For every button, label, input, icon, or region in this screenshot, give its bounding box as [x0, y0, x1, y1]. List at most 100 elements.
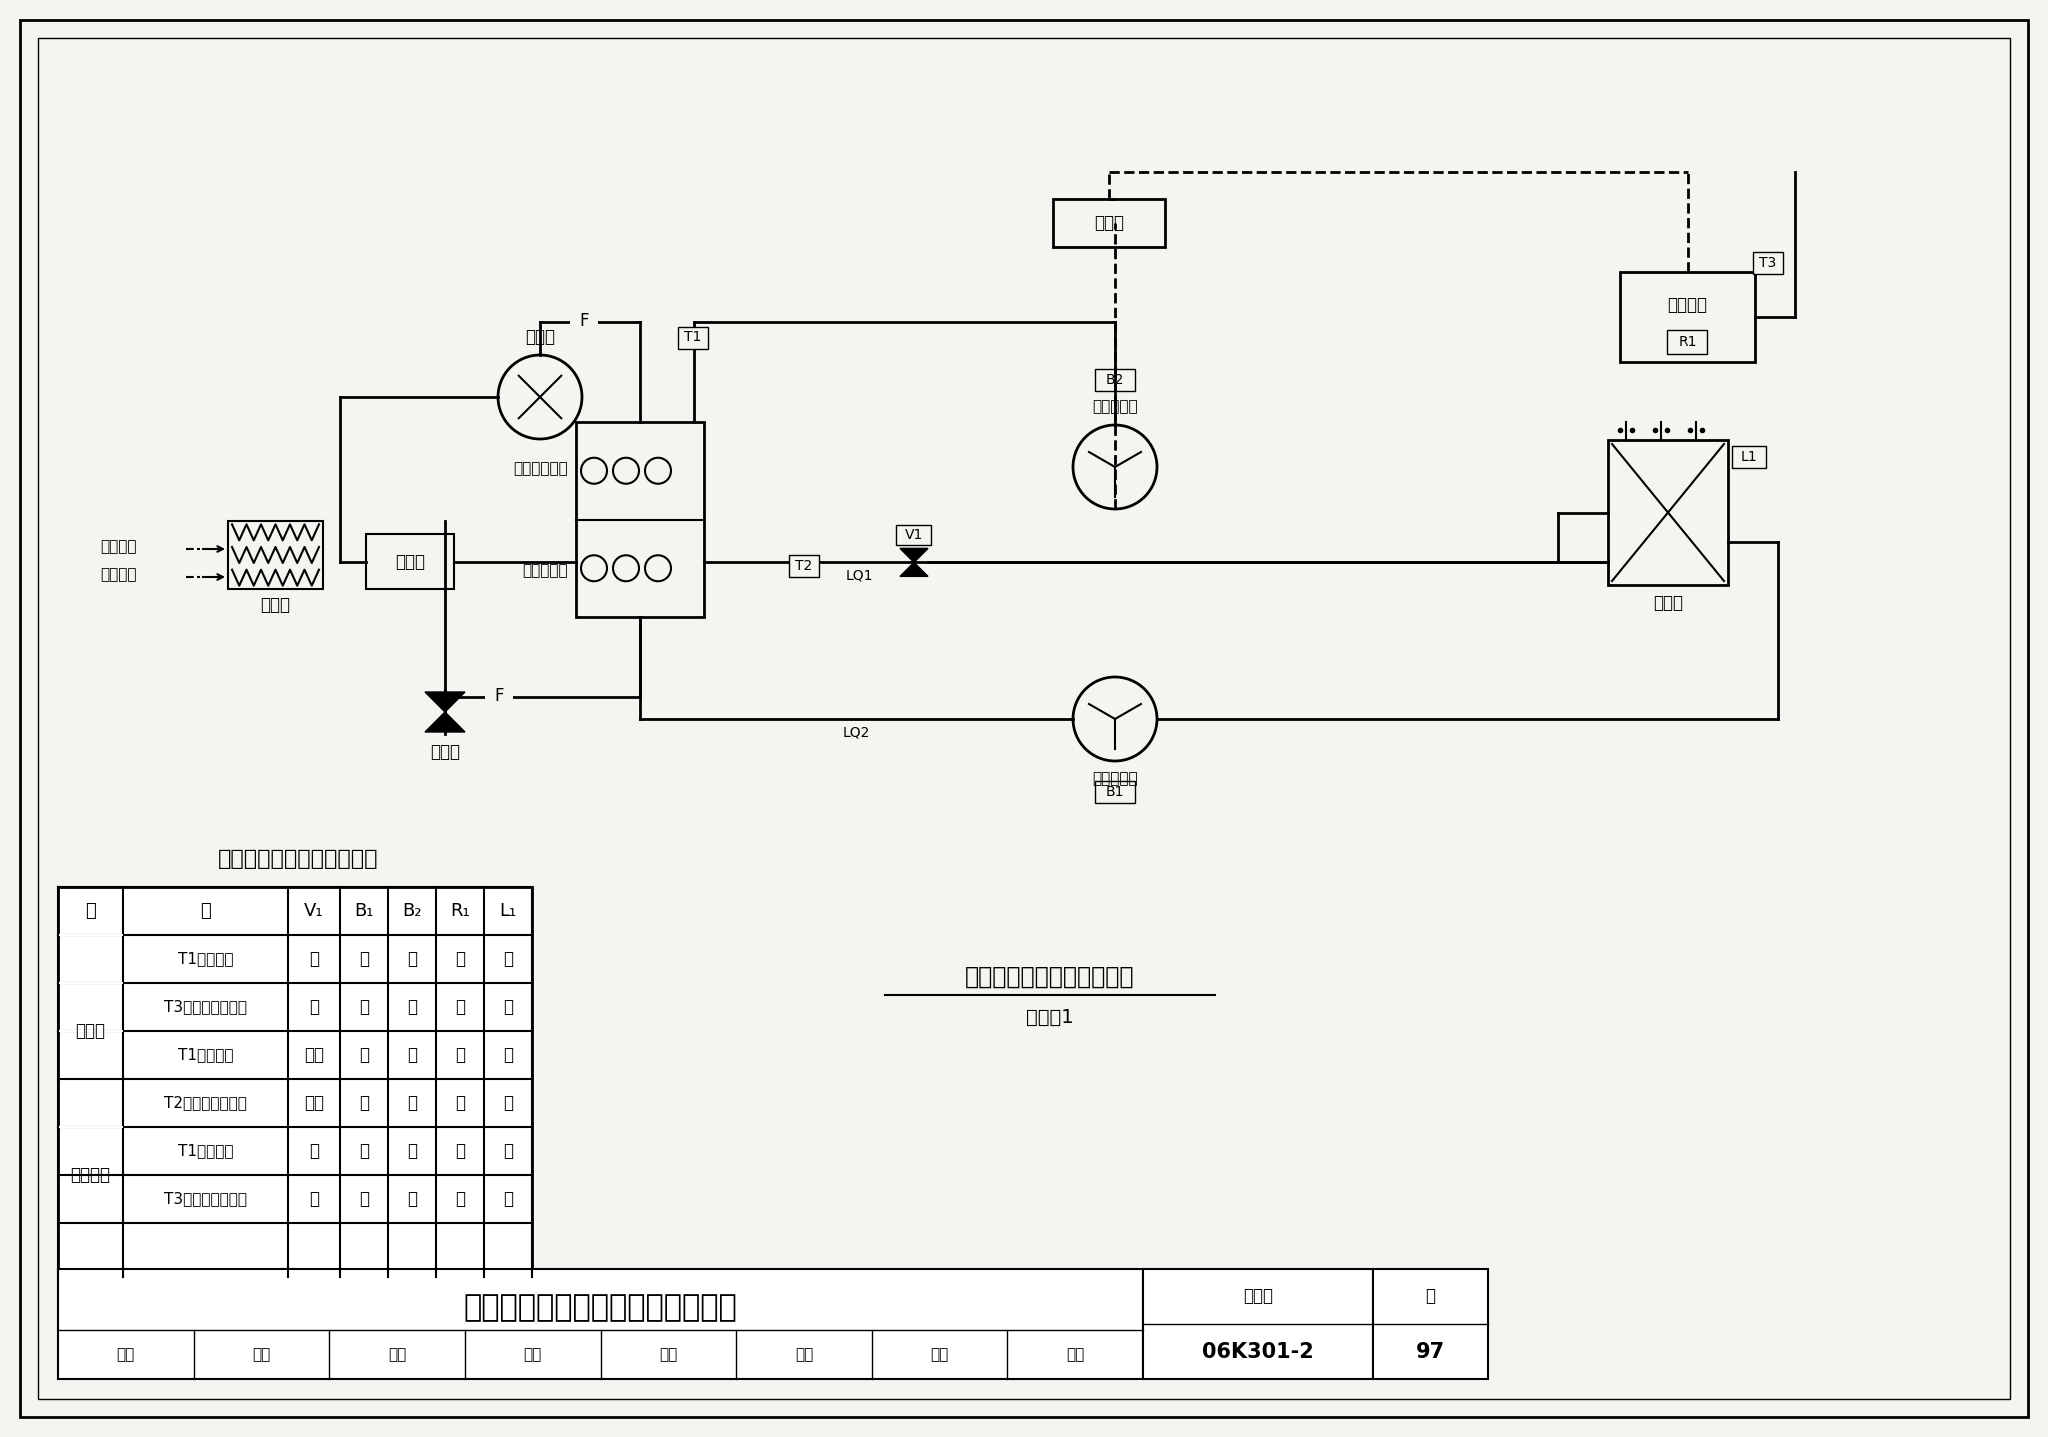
Text: 非制冷期: 非制冷期 [70, 1165, 111, 1184]
Text: 装置－1: 装置－1 [1026, 1007, 1073, 1026]
Polygon shape [426, 693, 465, 711]
Text: 膨胀阀: 膨胀阀 [430, 743, 461, 762]
Polygon shape [899, 562, 928, 576]
Text: 辅助热源: 辅助热源 [1667, 296, 1708, 315]
Text: F: F [494, 687, 504, 706]
Text: 开: 开 [408, 1142, 418, 1160]
Text: 各工况下阀门及设备状态表: 各工况下阀门及设备状态表 [217, 849, 379, 869]
Bar [834, 721, 879, 741]
Bar [1620, 272, 1755, 362]
Text: 标准冷凝器: 标准冷凝器 [522, 563, 567, 578]
Bar [59, 1127, 123, 1128]
Text: 冷却循环泵: 冷却循环泵 [1092, 772, 1139, 786]
Circle shape [582, 458, 606, 484]
Text: 关: 关 [504, 950, 512, 969]
Text: 关: 关 [309, 999, 319, 1016]
Text: 调节: 调节 [303, 1046, 324, 1063]
Circle shape [612, 458, 639, 484]
Text: T3－温度低于某值: T3－温度低于某值 [164, 1000, 248, 1015]
Text: B₁: B₁ [354, 902, 373, 920]
Text: 开: 开 [408, 1046, 418, 1063]
Text: 空调供暖全冷凝热回收装置: 空调供暖全冷凝热回收装置 [965, 966, 1135, 989]
Text: 开: 开 [408, 999, 418, 1016]
Text: 关: 关 [309, 1142, 319, 1160]
Text: T1－温度低: T1－温度低 [178, 1144, 233, 1158]
Text: T1－温度高: T1－温度高 [178, 1048, 233, 1062]
Bar [57, 887, 532, 1277]
Text: －: － [408, 1094, 418, 1112]
Circle shape [645, 458, 672, 484]
Bar [1753, 251, 1784, 274]
Bar [1667, 331, 1706, 354]
Text: 供热循环泵: 供热循环泵 [1092, 399, 1139, 414]
Text: 停: 停 [358, 999, 369, 1016]
Text: 冷水回水: 冷水回水 [100, 539, 137, 555]
Text: 冷却塔: 冷却塔 [1653, 593, 1683, 612]
Polygon shape [899, 549, 928, 562]
Text: 关: 关 [309, 1190, 319, 1209]
Text: 关: 关 [504, 1142, 512, 1160]
Text: 开: 开 [455, 999, 465, 1016]
Text: LQ1: LQ1 [846, 569, 872, 582]
Circle shape [1073, 677, 1157, 762]
Text: 旁通: 旁通 [303, 1094, 324, 1112]
Bar [59, 1030, 123, 1032]
Bar [1372, 1269, 1489, 1380]
Text: R1: R1 [1677, 335, 1696, 349]
Text: T1: T1 [684, 331, 702, 343]
Text: 季传: 季传 [252, 1346, 270, 1362]
Circle shape [498, 355, 582, 438]
Bar [59, 934, 123, 935]
Text: T2－温度低于某值: T2－温度低于某值 [164, 1095, 248, 1111]
Text: L1: L1 [1741, 450, 1757, 464]
Text: 06K301-2: 06K301-2 [1202, 1342, 1315, 1361]
Bar [1053, 198, 1165, 247]
Text: 关: 关 [455, 1046, 465, 1063]
Bar [838, 565, 881, 585]
Bar [788, 555, 819, 578]
Text: T2: T2 [795, 559, 813, 573]
Bar [59, 981, 123, 984]
Text: V1: V1 [905, 529, 924, 542]
Text: F: F [580, 312, 588, 331]
Text: 停: 停 [358, 950, 369, 969]
Text: 开: 开 [408, 950, 418, 969]
Text: 热回收冷凝器: 热回收冷凝器 [514, 461, 567, 476]
Text: L₁: L₁ [500, 902, 516, 920]
Text: 关: 关 [309, 950, 319, 969]
Text: R₁: R₁ [451, 902, 469, 920]
Text: 闻文: 闻文 [1067, 1346, 1083, 1362]
Bar [1096, 369, 1135, 391]
Bar [367, 535, 455, 589]
Text: B1: B1 [1106, 785, 1124, 799]
Bar [678, 328, 709, 349]
Circle shape [1073, 425, 1157, 509]
Text: T3－温度低于某值: T3－温度低于某值 [164, 1191, 248, 1207]
Circle shape [612, 555, 639, 581]
Text: 开: 开 [358, 1046, 369, 1063]
Text: 开: 开 [358, 1094, 369, 1112]
Text: 开: 开 [504, 1046, 512, 1063]
Text: 停: 停 [358, 1142, 369, 1160]
Circle shape [645, 555, 672, 581]
Text: LQ2: LQ2 [844, 726, 870, 739]
Bar [227, 522, 324, 589]
Text: 停: 停 [358, 1190, 369, 1209]
Text: T3: T3 [1759, 256, 1776, 270]
Bar [569, 312, 598, 331]
Text: 闻毓: 闻毓 [930, 1346, 948, 1362]
Text: 校对: 校对 [387, 1346, 406, 1362]
Bar [575, 422, 705, 616]
Text: 开: 开 [455, 1190, 465, 1209]
Text: T1－温度低: T1－温度低 [178, 951, 233, 967]
Text: 况: 况 [201, 902, 211, 920]
Text: －: － [455, 1094, 465, 1112]
Text: 关: 关 [455, 950, 465, 969]
Text: V₁: V₁ [305, 902, 324, 920]
Text: 制冷期: 制冷期 [76, 1022, 106, 1040]
Bar [897, 526, 932, 546]
Text: 图集号: 图集号 [1243, 1288, 1274, 1305]
Bar [57, 1269, 1143, 1380]
Bar [1143, 1269, 1372, 1380]
Text: 开: 开 [455, 1142, 465, 1160]
